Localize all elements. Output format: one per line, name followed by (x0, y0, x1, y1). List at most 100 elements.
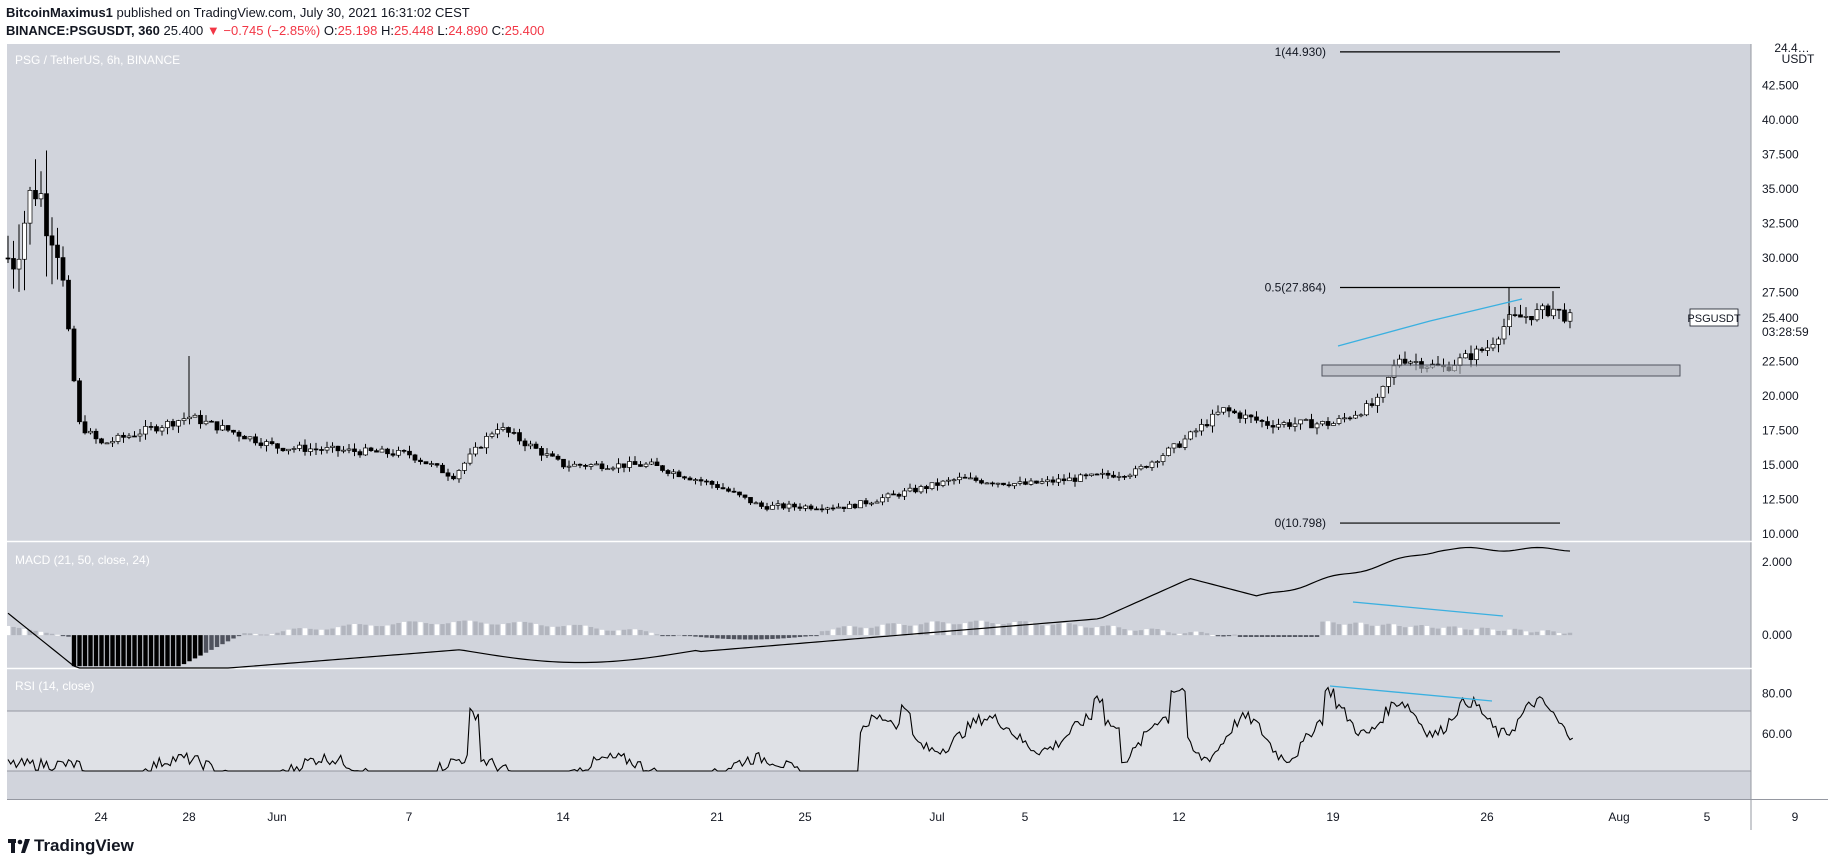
support-zone-box[interactable] (1321, 364, 1681, 377)
tradingview-logo[interactable]: TradingView (8, 836, 134, 856)
macd-histogram-bar (1413, 625, 1419, 636)
candle-body (720, 487, 726, 490)
candle-body (1556, 308, 1562, 311)
macd-histogram-bar (1369, 625, 1375, 636)
candle-body (742, 494, 748, 498)
macd-histogram-bar (759, 635, 764, 640)
macd-histogram-bar (264, 634, 269, 636)
macd-histogram-bar (660, 635, 665, 637)
macd-histogram-bar (940, 622, 946, 636)
macd-histogram-bar (852, 626, 858, 636)
price-tick-label: 27.500 (1762, 286, 1799, 300)
macd-histogram-bar (841, 626, 847, 636)
rsi-axis[interactable]: 80.00 60.00 (1762, 686, 1792, 741)
candle-body (588, 464, 594, 467)
candle-body (1204, 424, 1210, 427)
macd-histogram-bar (1166, 632, 1171, 636)
price-tick-label: 15.000 (1762, 458, 1799, 472)
macd-histogram-bar (907, 625, 913, 636)
candle-body (1287, 422, 1292, 427)
candle-body (374, 450, 379, 453)
macd-histogram-bar (1248, 635, 1254, 637)
macd-histogram-bar (561, 626, 566, 636)
macd-histogram-bar (1490, 629, 1496, 636)
macd-histogram-bar (1358, 622, 1364, 636)
candle-body (715, 484, 720, 488)
macd-histogram-bar (1287, 635, 1292, 637)
candle-body (654, 461, 660, 466)
rsi-divergence-line[interactable] (1329, 685, 1493, 702)
candle-body (71, 328, 77, 382)
macd-histogram-bar (1380, 624, 1386, 636)
candle-body (522, 440, 528, 447)
candle-body (1045, 479, 1050, 482)
macd-divergence-line[interactable] (1352, 601, 1504, 617)
candle-body (1237, 412, 1243, 419)
candle-body (880, 497, 885, 503)
macd-histogram-bar (682, 635, 687, 637)
macd-histogram-bar (511, 622, 517, 636)
candle-body (847, 503, 852, 509)
candle-body (1320, 421, 1325, 425)
candle-body (231, 429, 236, 433)
candle-body (731, 490, 737, 493)
candle-body (187, 416, 192, 420)
macd-histogram-bar (599, 629, 605, 636)
macd-histogram-bar (368, 625, 374, 636)
candle-body (968, 477, 973, 480)
candle-body (775, 503, 781, 506)
macd-histogram-bar (517, 621, 522, 636)
macd-histogram-bar (484, 623, 489, 636)
macd-axis[interactable]: 2.000 0.000 (1762, 555, 1792, 642)
fibonacci-levels[interactable]: 1(44.930) 0.5(27.864) 0(10.798) (1265, 45, 1560, 530)
macd-histogram-bar (269, 633, 275, 636)
macd-histogram-bar (1325, 621, 1331, 636)
main-pane[interactable] (7, 44, 1751, 541)
candle-body (462, 462, 467, 471)
macd-histogram-bar (1364, 624, 1369, 636)
price-axis[interactable]: 42.500 40.000 37.500 35.000 32.500 30.000 27.5… (1762, 78, 1799, 541)
macd-histogram-bar (1138, 630, 1144, 636)
macd-histogram-bar (258, 634, 264, 636)
candle-body (1012, 483, 1017, 487)
candle-body (1276, 424, 1281, 428)
macd-histogram-bar (132, 635, 137, 667)
macd-histogram-bar (1496, 630, 1501, 636)
candle-body (352, 448, 357, 452)
candle-body (803, 505, 808, 509)
candle-body (770, 504, 775, 510)
macd-pane[interactable] (7, 542, 1751, 668)
candle-body (951, 479, 957, 482)
macd-histogram-bar (825, 630, 830, 636)
price-tick-label: 42.500 (1762, 78, 1799, 92)
macd-histogram-bar (1545, 630, 1551, 636)
candle-body (896, 493, 902, 497)
time-axis[interactable]: 24 28 Jun 7 14 21 25 Jul 5 12 19 26 Aug 5 9 (94, 810, 1798, 824)
candle-body (1281, 422, 1287, 425)
macd-histogram-bar (225, 635, 231, 642)
macd-histogram-bar (203, 635, 209, 653)
candle-body (885, 493, 891, 499)
macd-histogram-bar (819, 631, 825, 636)
candle-body (511, 432, 517, 434)
macd-histogram-bar (1061, 622, 1067, 636)
macd-histogram-bar (709, 635, 715, 639)
macd-histogram-bar (500, 624, 506, 636)
price-trendline[interactable] (1337, 298, 1523, 347)
time-tick-label: 14 (556, 810, 570, 824)
macd-histogram-bar (451, 622, 456, 636)
candle-body (1336, 418, 1342, 424)
candle-body (203, 420, 209, 425)
rsi-tick-label: 60.00 (1762, 727, 1792, 741)
candle-body (110, 441, 115, 444)
macd-histogram-bar (544, 626, 550, 636)
publisher-name[interactable]: BitcoinMaximus1 (6, 5, 113, 20)
macd-histogram-bar (1562, 633, 1567, 636)
candle-body (346, 448, 352, 451)
candle-body (1182, 438, 1188, 448)
candle-body (709, 480, 715, 485)
candle-body (451, 475, 456, 480)
candle-body (137, 433, 143, 437)
fib-level-label: 0.5(27.864) (1265, 280, 1326, 294)
